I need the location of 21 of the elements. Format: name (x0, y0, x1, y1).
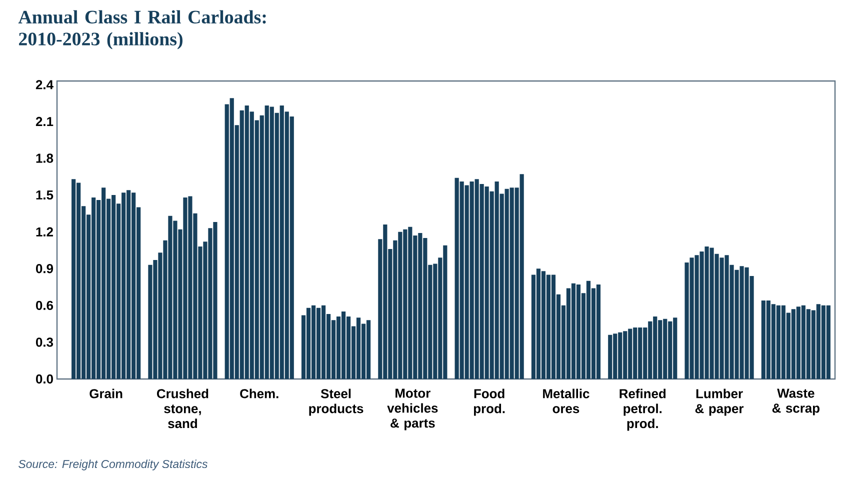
y-tick-label: 0.9 (36, 264, 54, 274)
y-tick-label: 0.0 (36, 374, 53, 384)
chart-title: Annual Class I Rail Carloads: 2010-2023 (millions) (18, 10, 266, 50)
x-tick-label: Waste & scrap (772, 388, 820, 416)
x-tick-label: Steel products (309, 388, 364, 416)
x-tick-label: Crushed stone, sand (156, 388, 208, 428)
x-tick-label: Refined petrol. prod. (620, 388, 666, 431)
y-tick-label: 1.8 (36, 154, 54, 163)
y-tick-label: 0.3 (36, 338, 54, 347)
y-tick-label: 1.5 (36, 190, 54, 200)
x-tick-label: Motor vehicles & parts (387, 388, 438, 430)
x-tick-label: Lumber & paper (695, 388, 744, 416)
y-tick-label: 1.2 (36, 227, 53, 236)
y-tick-label: 0.6 (36, 300, 54, 310)
x-tick-label: Grain (90, 388, 122, 398)
x-tick-label: Chem. (240, 388, 278, 398)
x-tick-label: Metallic ores (543, 388, 590, 414)
y-tick-label: 2.1 (36, 116, 54, 126)
x-tick-label: Food prod. (474, 388, 505, 416)
source-note: Source: Freight Commodity Statistics (18, 460, 208, 470)
y-tick-label: 2.4 (36, 80, 54, 90)
